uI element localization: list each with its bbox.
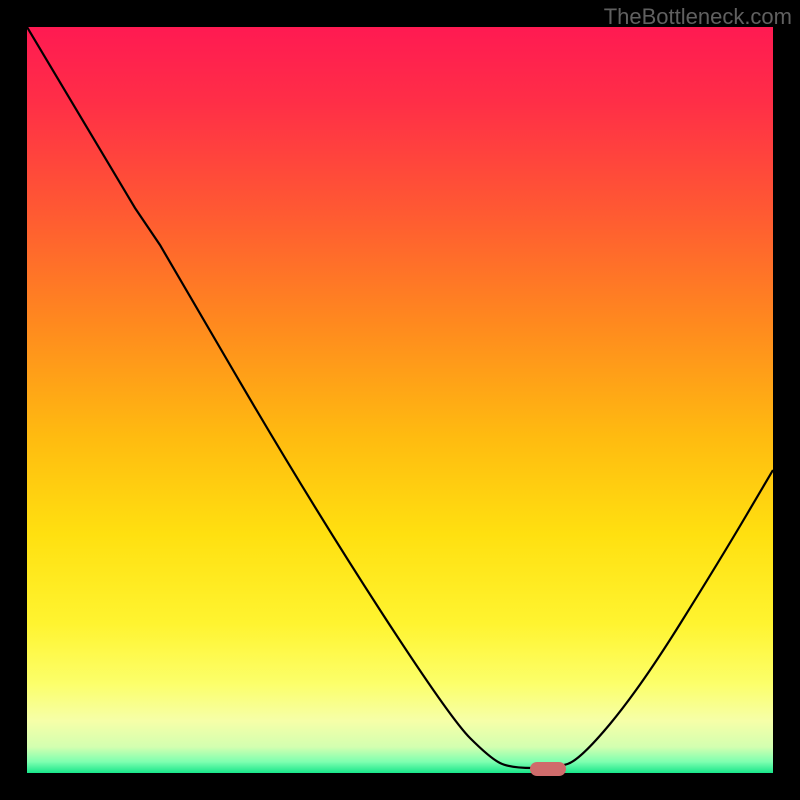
bottleneck-chart [0, 0, 800, 800]
watermark-text: TheBottleneck.com [604, 4, 792, 30]
optimal-marker [530, 762, 566, 776]
chart-container: TheBottleneck.com [0, 0, 800, 800]
plot-gradient-background [27, 27, 773, 773]
